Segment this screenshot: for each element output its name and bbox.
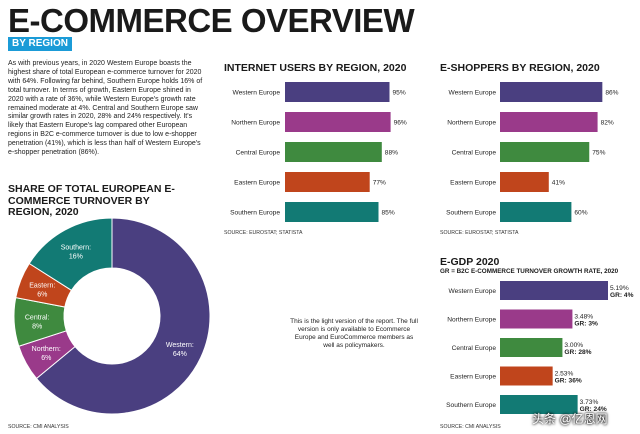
egdp-value-label: 5.19% xyxy=(610,285,629,292)
shoppers-bar xyxy=(500,142,590,162)
subtitle-badge: BY REGION xyxy=(8,37,72,51)
users-value-label: 85% xyxy=(382,209,395,216)
users-bar xyxy=(285,202,379,222)
users-category-label: Eastern Europe xyxy=(234,179,280,186)
pie-slice-southern xyxy=(28,217,113,291)
users-source: SOURCE: EUROSTAT; STATISTA xyxy=(224,230,303,236)
users-category-label: Central Europe xyxy=(236,149,281,156)
egdp-bar xyxy=(500,338,563,357)
shoppers-bar xyxy=(500,202,572,222)
egdp-category-label: Central Europe xyxy=(452,345,497,352)
pie-label-southern: Southern: xyxy=(61,244,91,251)
pie-label-western: Western: xyxy=(166,342,194,349)
egdp-growth-label: GR: 3% xyxy=(574,321,598,328)
users-bar xyxy=(285,82,390,102)
users-value-label: 77% xyxy=(373,179,386,186)
shoppers-bar xyxy=(500,82,603,102)
users-category-label: Southern Europe xyxy=(230,209,280,216)
egdp-chart-title: E-GDP 2020 xyxy=(440,256,500,268)
pie-value-eastern: 6% xyxy=(37,291,47,298)
shoppers-category-label: Southern Europe xyxy=(446,209,496,216)
egdp-value-label: 3.00% xyxy=(564,342,583,349)
users-value-label: 96% xyxy=(394,119,407,126)
intro-paragraph: As with previous years, in 2020 Western … xyxy=(8,60,203,157)
shoppers-value-label: 86% xyxy=(605,89,618,96)
watermark: 头条 @亿恩网 xyxy=(532,412,608,426)
shoppers-value-label: 41% xyxy=(552,179,565,186)
share-chart-title: SHARE OF TOTAL EUROPEAN E-COMMERCE TURNO… xyxy=(8,183,175,218)
egdp-bar xyxy=(500,281,608,300)
shoppers-value-label: 82% xyxy=(601,119,614,126)
pie-value-western: 64% xyxy=(173,351,187,358)
shoppers-source: SOURCE: EUROSTAT; STATISTA xyxy=(440,230,519,236)
pie-slice-western xyxy=(35,217,211,415)
pie-value-northern: 6% xyxy=(41,355,51,362)
egdp-bar xyxy=(500,366,553,386)
pie-label-eastern: Eastern: xyxy=(29,282,55,289)
egdp-growth-label: GR: 4% xyxy=(610,292,634,299)
shoppers-value-label: 60% xyxy=(574,209,587,216)
shoppers-bar xyxy=(500,172,549,192)
egdp-category-label: Western Europe xyxy=(448,288,496,295)
pie-value-central: 8% xyxy=(32,324,42,331)
egdp-bar xyxy=(500,309,573,329)
shoppers-category-label: Northern Europe xyxy=(447,119,496,126)
users-value-label: 95% xyxy=(393,89,406,96)
egdp-bar xyxy=(500,395,578,414)
egdp-category-label: Eastern Europe xyxy=(450,373,496,380)
light-version-note: This is the light version of the report.… xyxy=(290,318,418,349)
users-value-label: 88% xyxy=(385,149,398,156)
egdp-category-label: Northern Europe xyxy=(447,316,496,323)
page-title: E-COMMERCE OVERVIEW xyxy=(8,2,415,39)
shoppers-category-label: Western Europe xyxy=(448,89,496,96)
egdp-growth-label: GR: 24% xyxy=(580,406,607,413)
users-chart-title: INTERNET USERS BY REGION, 2020 xyxy=(224,62,407,74)
users-category-label: Northern Europe xyxy=(231,119,280,126)
shoppers-category-label: Central Europe xyxy=(452,149,497,156)
shoppers-bar xyxy=(500,112,598,132)
egdp-growth-label: GR: 36% xyxy=(555,378,582,385)
egdp-note: GR = B2C E-COMMERCE TURNOVER GROWTH RATE… xyxy=(440,268,619,275)
shoppers-chart-title: E-SHOPPERS BY REGION, 2020 xyxy=(440,62,600,74)
users-bar xyxy=(285,172,370,192)
shoppers-category-label: Eastern Europe xyxy=(450,179,496,186)
pie-value-southern: 16% xyxy=(69,253,83,260)
users-bar xyxy=(285,112,391,132)
pie-label-central: Central: xyxy=(25,315,50,322)
shoppers-value-label: 75% xyxy=(592,149,605,156)
share-source: SOURCE: CMI ANALYSIS xyxy=(8,424,69,430)
egdp-source: SOURCE: CMI ANALYSIS xyxy=(440,424,501,430)
egdp-value-label: 3.48% xyxy=(574,314,593,321)
users-category-label: Western Europe xyxy=(232,89,280,96)
egdp-value-label: 2.53% xyxy=(555,371,574,378)
egdp-value-label: 3.73% xyxy=(580,399,599,406)
users-bar xyxy=(285,142,382,162)
pie-label-northern: Northern: xyxy=(32,346,61,353)
egdp-category-label: Southern Europe xyxy=(446,402,496,409)
egdp-growth-label: GR: 28% xyxy=(564,349,591,356)
